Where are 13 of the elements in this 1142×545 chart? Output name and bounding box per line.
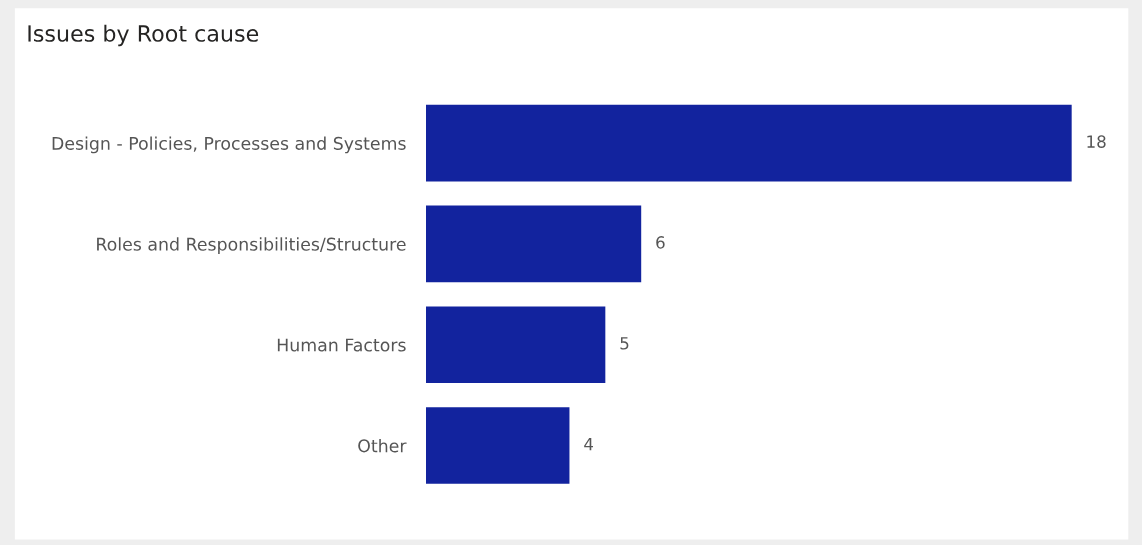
- bar: [425, 104, 1072, 182]
- y-tick-label: Design - Policies, Processes and Systems: [52, 136, 406, 154]
- bar: [425, 407, 570, 484]
- data-label: 6: [656, 236, 665, 249]
- data-label: 18: [1087, 135, 1106, 148]
- data-label: 4: [584, 437, 594, 451]
- y-tick-label: Roles and Responsibilities/Structure: [97, 237, 406, 255]
- bar: [425, 306, 606, 384]
- y-tick-label: Human Factors: [277, 338, 406, 352]
- data-label: 5: [620, 337, 629, 350]
- bar: [425, 205, 642, 283]
- y-tick-label: Other: [358, 438, 407, 453]
- text: Issues by Root cause: [28, 24, 259, 47]
